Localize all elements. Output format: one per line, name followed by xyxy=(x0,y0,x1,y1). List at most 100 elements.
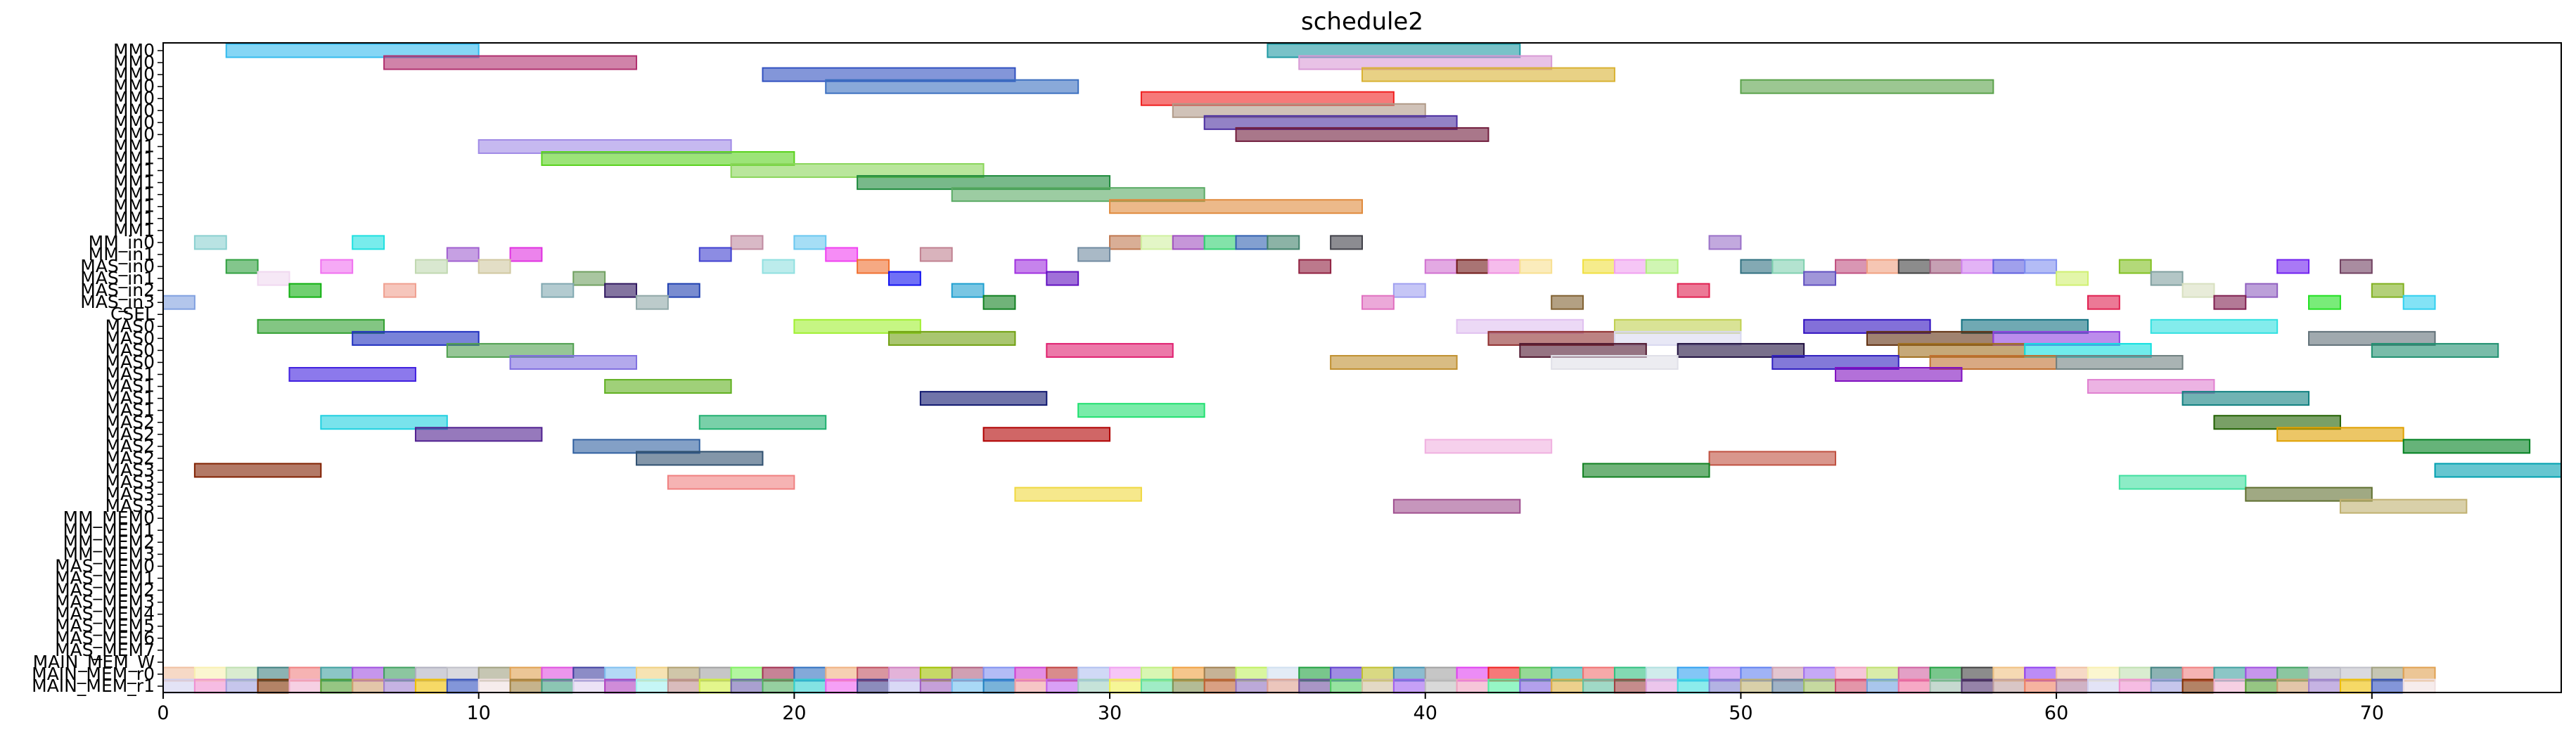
y-tick-label: MAS3 xyxy=(105,460,155,480)
memory-cell xyxy=(919,678,953,694)
memory-cell xyxy=(2276,678,2310,694)
memory-cell xyxy=(1046,678,1079,694)
task-bar xyxy=(1235,235,1269,250)
task-bar xyxy=(193,463,322,478)
task-bar xyxy=(1835,367,1963,382)
task-bar xyxy=(1267,235,1300,250)
memory-cell xyxy=(636,678,669,694)
memory-cell xyxy=(1708,678,1742,694)
task-bar xyxy=(1708,235,1742,250)
task-bar xyxy=(2371,342,2499,358)
y-tick-label: MAS_MEM4 xyxy=(55,604,155,624)
task-bar xyxy=(1866,259,1899,274)
task-bar xyxy=(1677,283,1710,298)
task-bar xyxy=(2118,259,2152,274)
memory-cell xyxy=(1298,678,1332,694)
memory-cell xyxy=(1645,678,1679,694)
task-bar xyxy=(1298,259,1332,274)
task-bar xyxy=(2276,427,2404,442)
memory-cell xyxy=(1740,678,1774,694)
y-tick-label: MAS_in0 xyxy=(80,256,155,276)
memory-cell xyxy=(951,678,985,694)
task-bar xyxy=(1014,259,1048,274)
y-tick-label: MM1 xyxy=(113,196,155,217)
y-tick-label: MAS_MEM5 xyxy=(55,616,155,636)
task-bar xyxy=(2024,259,2058,274)
memory-cell xyxy=(478,678,511,694)
memory-cell xyxy=(1392,678,1426,694)
task-bar xyxy=(352,330,480,346)
task-bar xyxy=(1014,487,1142,502)
memory-cell xyxy=(1866,678,1899,694)
task-bar xyxy=(225,259,259,274)
y-tick-label: MAS1 xyxy=(105,364,155,385)
task-bar xyxy=(2056,354,2184,370)
y-tick-label: MM0 xyxy=(113,88,155,108)
task-bar xyxy=(1929,259,1963,274)
memory-cell xyxy=(1203,678,1237,694)
task-bar xyxy=(2150,271,2184,286)
x-tick-label: 70 xyxy=(2360,702,2384,724)
task-bar xyxy=(919,391,1048,406)
task-bar xyxy=(887,330,1016,346)
memory-cell xyxy=(2118,678,2152,694)
memory-cell xyxy=(667,678,700,694)
memory-cell xyxy=(414,678,448,694)
task-bar xyxy=(541,151,795,167)
memory-cell xyxy=(762,678,795,694)
task-bar xyxy=(2402,295,2436,310)
x-tick-label: 10 xyxy=(467,702,491,724)
task-bar xyxy=(1803,271,1837,286)
task-bar xyxy=(2371,283,2404,298)
task-bar xyxy=(414,259,448,274)
task-bar xyxy=(982,295,1016,310)
task-bar xyxy=(1172,235,1205,250)
task-bar xyxy=(1551,354,1679,370)
y-tick-label: MAS1 xyxy=(105,388,155,408)
task-bar xyxy=(2339,259,2373,274)
task-bar xyxy=(919,247,953,262)
task-bar xyxy=(2339,498,2468,514)
task-bar xyxy=(1519,259,1553,274)
task-bar xyxy=(1046,271,1079,286)
task-bar xyxy=(1077,247,1111,262)
y-tick-label: MAS2 xyxy=(105,436,155,456)
memory-cell xyxy=(793,678,827,694)
y-tick-label: MAS2 xyxy=(105,412,155,432)
memory-cell xyxy=(2213,678,2247,694)
memory-cell xyxy=(730,678,764,694)
memory-cell xyxy=(572,678,606,694)
memory-cell xyxy=(541,678,575,694)
memory-cell xyxy=(2371,678,2404,694)
memory-cell xyxy=(1109,678,1142,694)
task-bar xyxy=(825,247,859,262)
y-tick-label: MAS_MEM2 xyxy=(55,580,155,600)
memory-cell xyxy=(1613,678,1647,694)
memory-cell xyxy=(1140,678,1174,694)
y-tick-label: MM1 xyxy=(113,160,155,181)
task-bar xyxy=(636,295,669,310)
memory-cell xyxy=(320,678,354,694)
task-bar xyxy=(288,367,416,382)
task-bar xyxy=(446,247,480,262)
task-bar xyxy=(604,283,638,298)
y-tick-label: MM1 xyxy=(113,208,155,228)
x-tick-label: 50 xyxy=(1729,702,1752,724)
task-bar xyxy=(162,295,196,310)
task-bar xyxy=(2276,259,2310,274)
memory-cell xyxy=(825,678,859,694)
task-bar xyxy=(2245,487,2373,502)
y-tick-label: MAS2 xyxy=(105,448,155,468)
memory-cell xyxy=(1929,678,1963,694)
y-tick-label: MM0 xyxy=(113,40,155,60)
task-bar xyxy=(793,318,921,334)
y-tick-label: MAS_in3 xyxy=(80,292,155,312)
task-bar xyxy=(2308,295,2341,310)
y-tick-label: MM_MEM3 xyxy=(63,543,155,564)
y-tick-label: MM_in1 xyxy=(89,244,155,264)
memory-cell xyxy=(193,678,227,694)
task-bar xyxy=(1361,295,1395,310)
task-bar xyxy=(667,283,700,298)
memory-cell xyxy=(2402,678,2436,694)
